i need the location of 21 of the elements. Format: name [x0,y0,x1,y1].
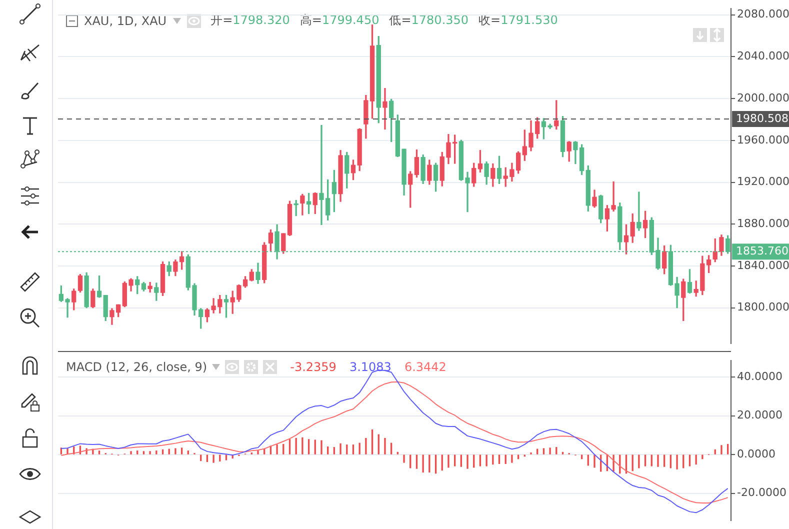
chart-title: MACD (12, 26, close, 9) [66,360,208,374]
y-tick-label: 1960.000 [737,133,789,146]
y-tick-label: 0.0000 [737,447,776,460]
annotation: 低=1780.350 [389,13,469,27]
y-tick-label: 40.0000 [737,370,782,383]
y-tick-label: 1880.000 [737,216,789,230]
ref-line-label: 1980.508 [736,112,788,125]
y-tick-label: 20.0000 [737,408,782,422]
chart-title: XAU, 1D, XAU [84,14,167,28]
y-tick-label: 1800.000 [737,300,789,314]
y-tick-label: 1920.000 [737,175,789,188]
text: -3.2359 [290,360,336,374]
y-tick-label: -20.0000 [737,486,786,500]
y-tick-label: 2040.000 [737,50,789,63]
y-tick-label: 1840.000 [737,258,789,272]
y-tick-label: 2080.000 [737,8,789,21]
series-label: 6.3442 [404,360,446,374]
ref-line-label: 1853.760 [736,244,788,258]
annotation: 收=1791.530 [478,13,558,27]
y-tick-label: 2000.000 [737,91,789,104]
series-label: 3.1083 [349,360,392,374]
